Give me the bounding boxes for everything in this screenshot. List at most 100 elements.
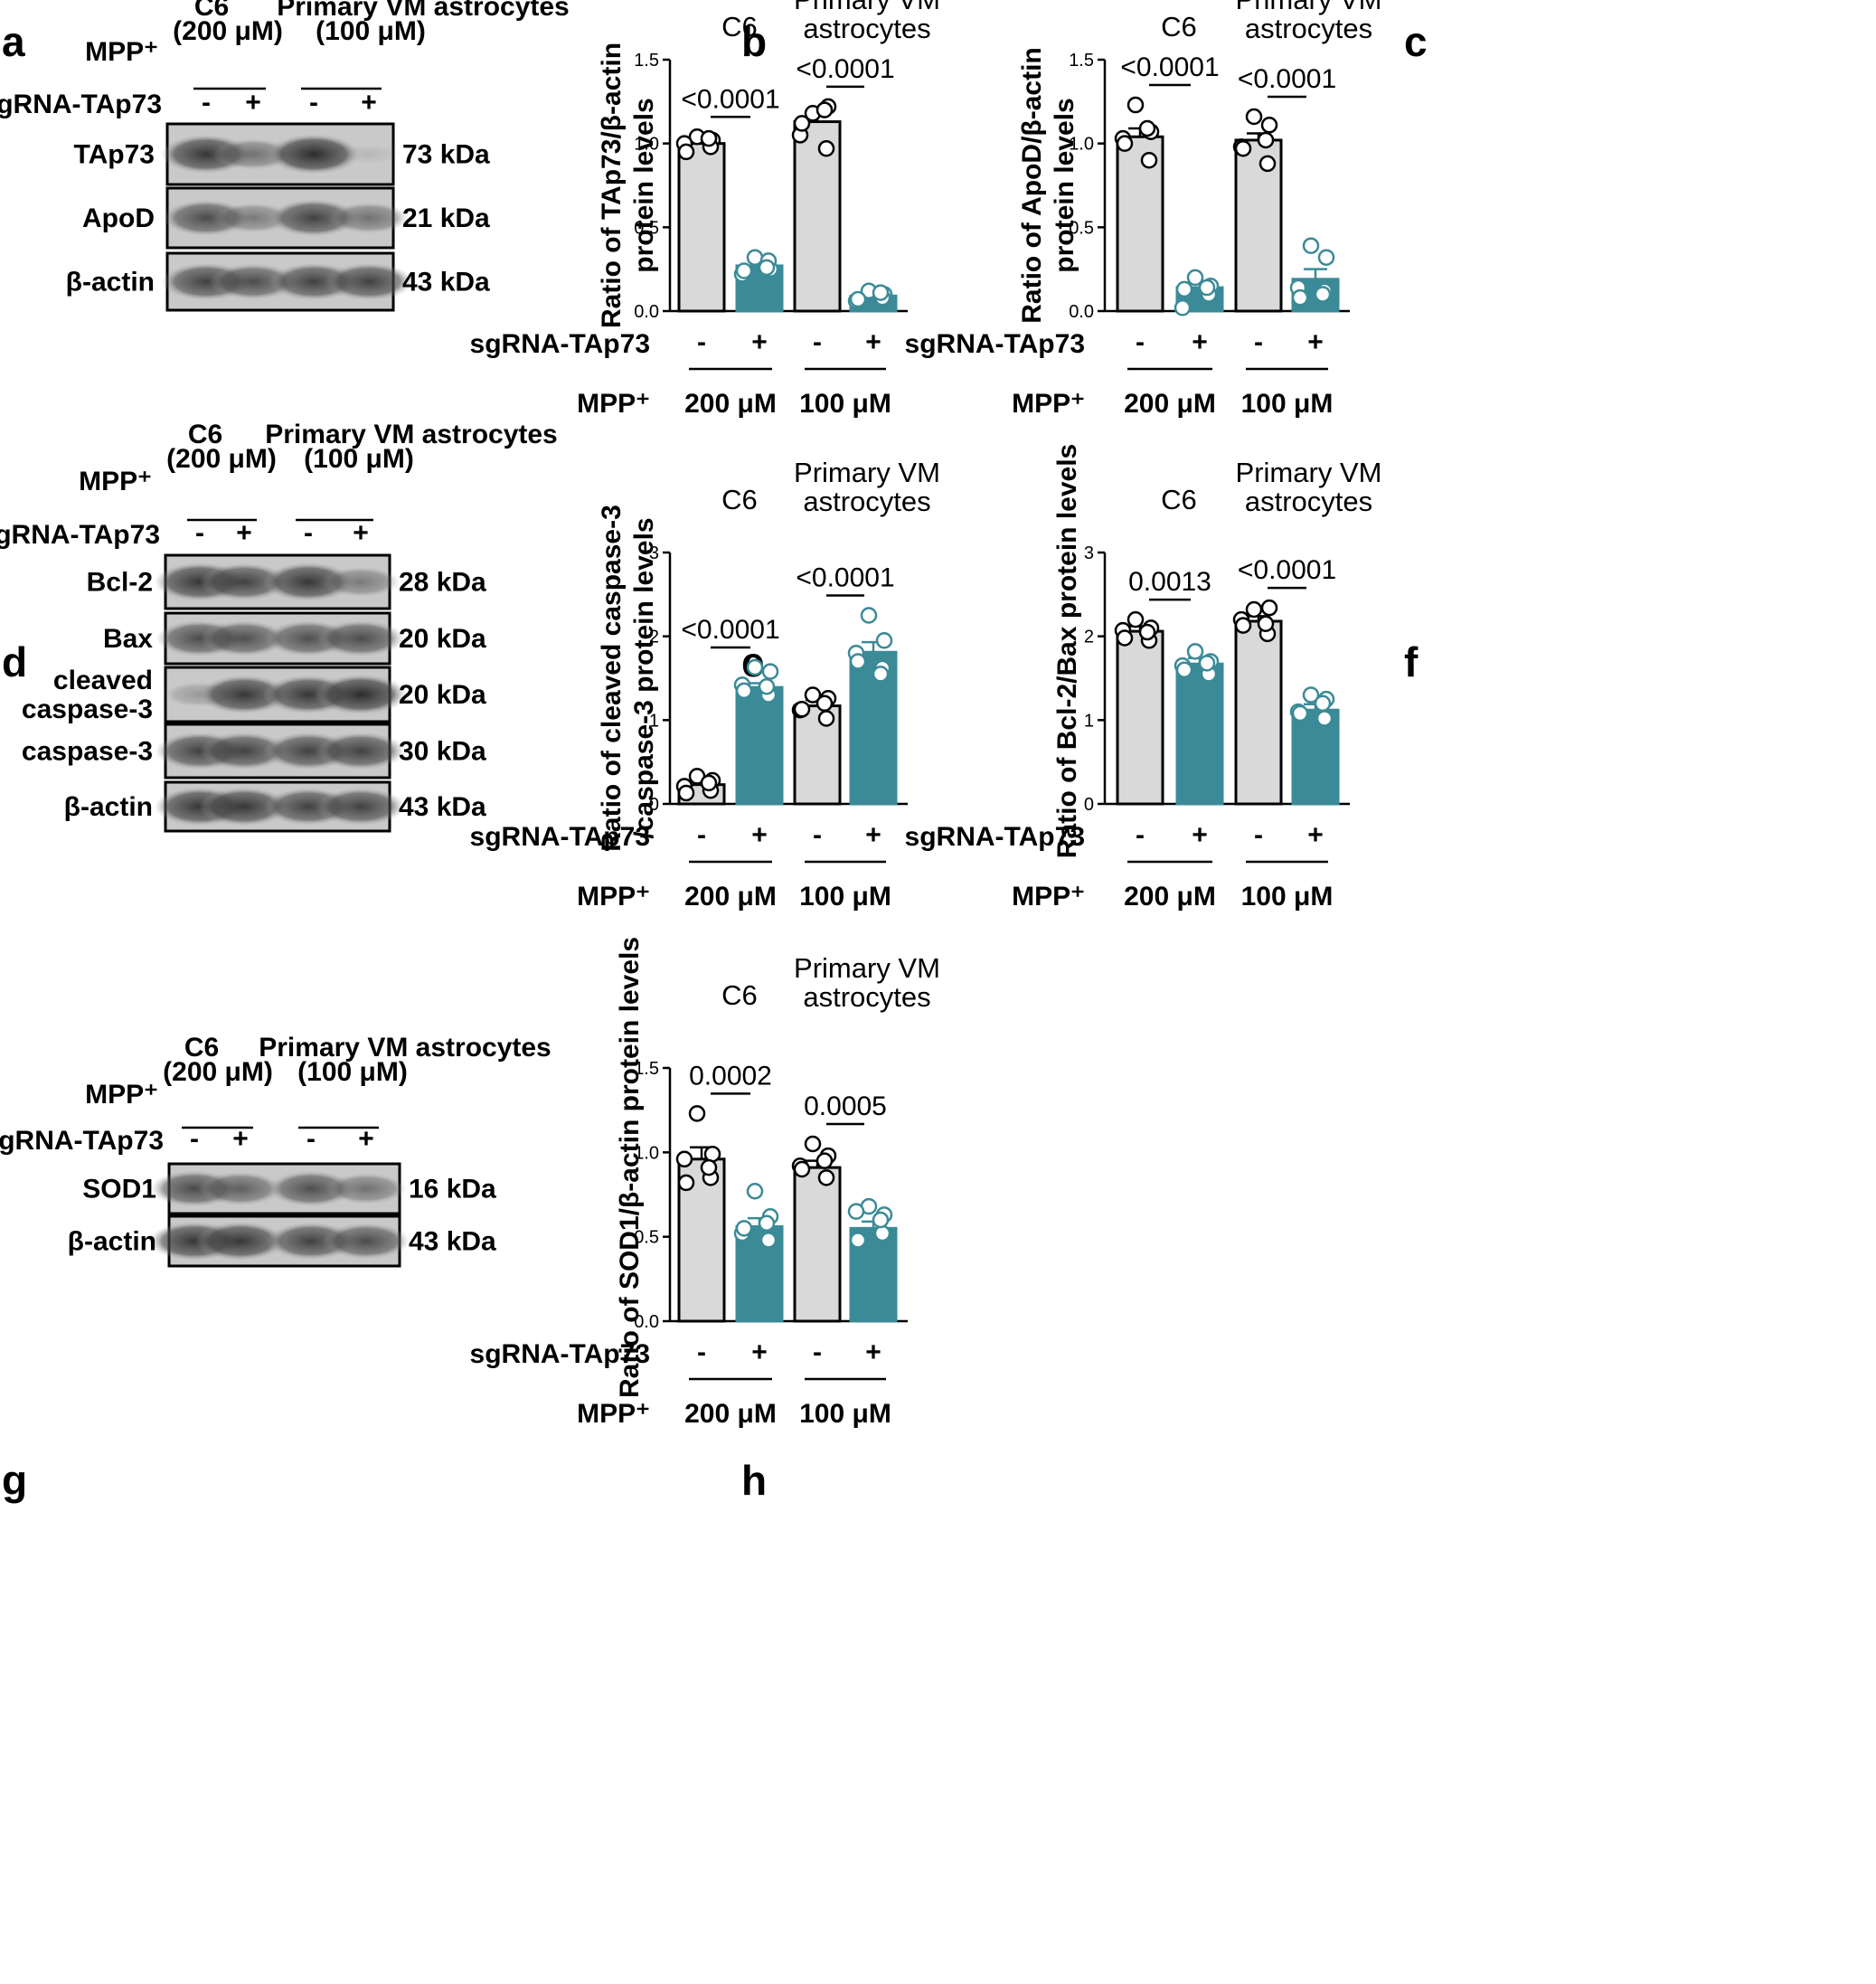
sgrna-label: sgRNA-TAp73 xyxy=(905,822,1085,852)
data-point xyxy=(872,284,890,301)
data-point xyxy=(815,1152,834,1169)
data-point xyxy=(700,129,718,147)
y-tick-label: 0 xyxy=(649,795,659,815)
y-tick-label: 1.5 xyxy=(634,1059,659,1079)
data-point xyxy=(1302,237,1320,254)
p-value-label: <0.0001 xyxy=(796,54,894,84)
blot-band xyxy=(269,199,359,237)
blot-band xyxy=(322,1223,410,1260)
chart-panel-h: 0.0 0.5 1.0 1.5 0.0002 0.0005 C6 Primary VMastr… xyxy=(470,937,940,1429)
mpp-label: MPP⁺ xyxy=(1012,882,1085,912)
data-point xyxy=(804,686,822,704)
data-point xyxy=(849,1232,867,1249)
lane-sign: - xyxy=(309,88,318,118)
data-point xyxy=(735,682,753,700)
data-point xyxy=(700,1158,718,1176)
sgrna-sign: - xyxy=(1254,327,1263,357)
y-tick-label: 0.0 xyxy=(1069,302,1094,322)
p-value-label: <0.0001 xyxy=(1120,52,1219,82)
mpp-label: MPP⁺ xyxy=(79,467,152,496)
bar xyxy=(735,685,784,806)
bar xyxy=(1116,629,1164,806)
group2-label: Primary VM astrocytes xyxy=(259,1033,551,1063)
data-point xyxy=(758,678,776,695)
data-point xyxy=(759,1232,778,1249)
blot-row-label: Bcl-2 xyxy=(87,568,153,598)
y-tick-label: 0 xyxy=(1084,795,1094,815)
lane-sign: - xyxy=(306,1124,316,1154)
blot-band xyxy=(198,1171,283,1206)
data-point xyxy=(1257,615,1275,633)
data-point xyxy=(817,139,835,157)
blot-band xyxy=(200,620,288,657)
group-title: C6 xyxy=(721,11,758,43)
sgrna-label: sgRNA-TAp73 xyxy=(0,90,162,119)
y-tick-label: 1.5 xyxy=(1069,51,1094,71)
data-point xyxy=(1317,249,1335,266)
mpp-value: 200 μM xyxy=(684,1399,777,1429)
chart-panel-e: 0 1 2 3 <0.0001 <0.0001 C6 Primary VMastrocytes… xyxy=(470,457,940,912)
data-point xyxy=(815,694,834,713)
sgrna-sign: - xyxy=(813,1337,822,1367)
data-point xyxy=(847,1203,865,1220)
data-point xyxy=(1259,155,1277,173)
y-tick-label: 1.0 xyxy=(634,1143,659,1163)
y-tick-label: 3 xyxy=(649,543,659,563)
p-value-label: <0.0001 xyxy=(681,615,779,645)
group2-conc: (100 μM) xyxy=(316,16,426,46)
y-tick-label: 0.5 xyxy=(634,218,659,238)
mpp-value: 200 μM xyxy=(1124,882,1216,912)
data-point xyxy=(1302,686,1320,704)
blot-kda-label: 43 kDa xyxy=(409,1227,496,1257)
data-point xyxy=(793,115,811,132)
data-point xyxy=(735,1220,753,1237)
lane-sign: - xyxy=(195,518,204,548)
mpp-value: 200 μM xyxy=(684,882,777,912)
group-title: C6 xyxy=(1161,11,1197,43)
group1-conc: (200 μM) xyxy=(173,16,283,46)
group-title: astrocytes xyxy=(1245,486,1372,517)
group1-conc: (200 μM) xyxy=(163,1057,273,1087)
sgrna-sign: + xyxy=(751,820,768,850)
blot-row-label: caspase-3 xyxy=(22,737,153,767)
lane-sign: - xyxy=(304,518,313,548)
y-tick-label: 1.0 xyxy=(634,135,659,155)
data-point xyxy=(1260,117,1278,134)
y-axis-label: Ratio of TAp73/β-actin xyxy=(597,43,627,328)
blot-row-label: β-actin xyxy=(64,792,153,822)
blot-kda-label: 21 kDa xyxy=(402,203,490,233)
data-point xyxy=(793,701,811,718)
data-point xyxy=(1260,599,1278,617)
blot-row-label: Bax xyxy=(103,624,153,654)
mpp-label: MPP⁺ xyxy=(577,389,650,419)
data-point xyxy=(675,1150,693,1168)
bar xyxy=(1234,619,1283,806)
blot-band xyxy=(199,562,289,601)
group1-label: C6 xyxy=(184,1033,219,1063)
data-point xyxy=(1315,710,1334,727)
lane-sign: + xyxy=(353,518,369,548)
data-point xyxy=(1127,610,1145,628)
y-tick-label: 2 xyxy=(1084,628,1094,647)
y-axis-label: Ratio of SOD1/β-actin protein levels xyxy=(615,937,645,1398)
group-title: Primary VM xyxy=(794,952,940,984)
sgrna-label: sgRNA-TAp73 xyxy=(470,1339,650,1369)
mpp-label: MPP⁺ xyxy=(85,1080,158,1110)
p-value-label: <0.0001 xyxy=(681,84,779,114)
blot-band xyxy=(198,787,290,827)
blot-row-label: ApoD xyxy=(82,203,155,233)
p-value-label: <0.0001 xyxy=(1238,555,1336,585)
blot-kda-label: 28 kDa xyxy=(399,568,486,598)
data-point xyxy=(817,1169,835,1186)
blot-panel-a: C6(200 μM)Primary VM astrocytes(100 μM) M… xyxy=(0,0,570,312)
data-point xyxy=(746,658,764,676)
sgrna-sign: - xyxy=(697,1337,706,1367)
data-point xyxy=(1245,108,1263,126)
data-point xyxy=(1314,286,1332,303)
blot-kda-label: 43 kDa xyxy=(399,792,486,822)
sgrna-sign: - xyxy=(1254,820,1263,850)
blot-band xyxy=(325,1173,407,1205)
group2-conc: (100 μM) xyxy=(304,444,414,474)
blot-row-label: β-actin xyxy=(66,268,155,298)
